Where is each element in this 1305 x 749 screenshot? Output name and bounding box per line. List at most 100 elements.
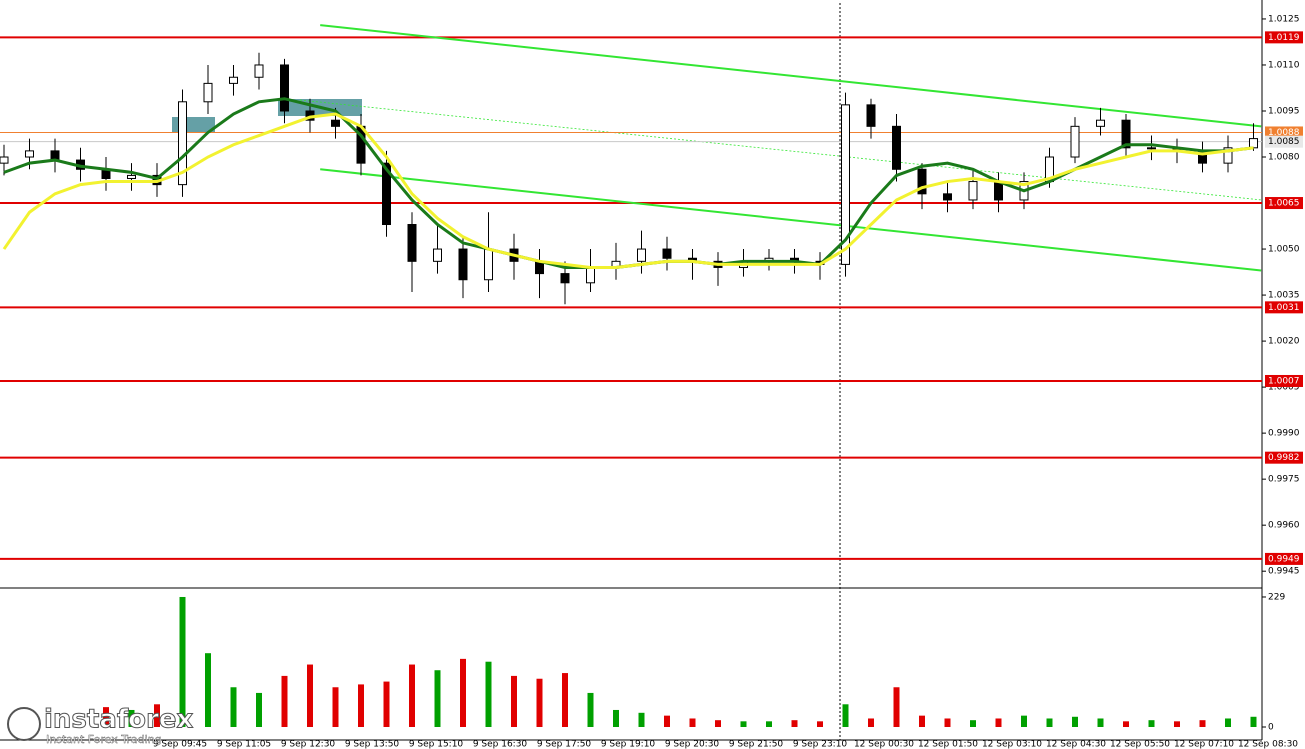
candle-body: [433, 248, 442, 262]
x-tick-label: 12 Sep 00:30: [854, 740, 914, 749]
candle-body: [1147, 147, 1156, 150]
candle-body: [1096, 119, 1105, 127]
volume-bar: [1046, 718, 1053, 727]
plot: 1.0125 1.0110 1.0095 1.0080 1.0050 1.0035 1.00…: [0, 14, 1303, 749]
level-label-box: [1265, 451, 1303, 464]
volume-bar: [1148, 720, 1155, 727]
volume-bar: [562, 673, 568, 727]
logo: instaforex Instant Forex Trading: [7, 704, 194, 746]
candle-body: [484, 248, 493, 281]
candle-body: [662, 248, 672, 259]
volume-bar: [434, 670, 441, 727]
candle-body: [407, 224, 417, 262]
volume-bar: [179, 596, 186, 727]
volume-bar: [1097, 718, 1104, 727]
candle-body: [841, 104, 850, 265]
y-tick-label: 0.9990: [1268, 429, 1300, 439]
y-tick-label: 1.0095: [1268, 106, 1300, 116]
candle-body: [25, 150, 34, 158]
volume-bar: [383, 681, 390, 727]
volume-bar: [715, 720, 721, 727]
candle-body: [382, 162, 391, 226]
volume-bar: [613, 709, 619, 727]
volume-bar: [154, 704, 160, 727]
candle-body: [1223, 147, 1233, 164]
volume-bar: [893, 687, 900, 727]
volume-bar: [587, 692, 594, 727]
channel-midline: [299, 99, 1263, 201]
y-tick-label: 1.0080: [1268, 153, 1300, 163]
level-label: 1.0031: [1268, 303, 1300, 313]
candle-body: [458, 248, 468, 281]
x-tick-label: 9 Sep 15:10: [409, 740, 464, 749]
level-label-box: [1265, 552, 1303, 565]
volume-bar: [766, 721, 772, 727]
candle-body: [968, 181, 978, 201]
volume-bar: [307, 664, 313, 727]
volume-bar: [689, 718, 696, 727]
candle-body: [127, 174, 136, 179]
candle-body: [892, 125, 901, 170]
level-label-box: [1265, 126, 1303, 139]
volume-bar: [868, 718, 874, 727]
volume-bar: [332, 687, 339, 727]
candle-body: [254, 64, 264, 78]
level-label-box: [1265, 197, 1303, 210]
candle-body: [637, 248, 646, 262]
x-tick-label: 12 Sep 01:50: [918, 740, 978, 749]
volume-bar: [944, 718, 951, 727]
logo-tagline: Instant Forex Trading: [46, 733, 162, 746]
x-tick-label: 12 Sep 04:30: [1046, 740, 1106, 749]
volume-tick-label: 229: [1268, 592, 1285, 602]
volume-bar: [205, 653, 211, 727]
logo-name: instaforex: [44, 705, 194, 735]
volume-bar: [995, 718, 1002, 727]
x-tick-label: 12 Sep 05:50: [1110, 740, 1170, 749]
level-label: 0.9982: [1268, 453, 1300, 463]
x-tick-label: 9 Sep 19:10: [601, 740, 656, 749]
volume-bar: [485, 661, 492, 727]
x-tick-label: 9 Sep 16:30: [473, 740, 528, 749]
level-label: 1.0065: [1268, 199, 1300, 209]
candle-body: [994, 181, 1003, 201]
x-tick-label: 9 Sep 13:50: [345, 740, 400, 749]
volume-bar: [128, 709, 135, 727]
volume-bar: [638, 712, 645, 727]
y-tick-label: 0.9975: [1268, 475, 1300, 485]
x-tick-label: 12 Sep 08:30: [1238, 740, 1298, 749]
volume-bar: [1199, 720, 1206, 727]
volume-bar: [511, 675, 517, 727]
y-tick-label: 1.0005: [1268, 383, 1300, 393]
volume-bar: [281, 675, 288, 727]
level-label-box: [1265, 301, 1303, 314]
x-tick-label: 9 Sep 21:50: [729, 740, 784, 749]
volume-bar: [536, 678, 543, 727]
level-label-box: [1265, 135, 1303, 148]
volume-bar: [256, 692, 262, 727]
candle-body: [331, 119, 340, 127]
level-label: 1.0007: [1268, 376, 1300, 386]
level-label-box: [1265, 31, 1303, 44]
volume-bar: [970, 720, 976, 727]
volume-bar: [817, 721, 823, 727]
level-label: 1.0088: [1268, 128, 1300, 138]
volume-bar: [230, 687, 237, 727]
volume-tick-label: 0: [1268, 722, 1274, 732]
volume-bar: [1072, 716, 1078, 727]
x-tick-label: 12 Sep 07:10: [1174, 740, 1234, 749]
y-tick-label: 1.0050: [1268, 245, 1300, 255]
y-tick-label: 1.0125: [1268, 14, 1300, 24]
candle-body: [1121, 119, 1131, 149]
y-tick-label: 0.9960: [1268, 521, 1300, 531]
x-tick-label: 12 Sep 03:10: [982, 740, 1042, 749]
candle-body: [178, 101, 187, 186]
candle-body: [203, 82, 213, 103]
volume-bar: [919, 715, 925, 727]
candle-body: [917, 168, 927, 195]
y-tick-label: 1.0020: [1268, 337, 1300, 347]
x-tick-label: 9 Sep 20:30: [665, 740, 720, 749]
volume-bar: [842, 704, 849, 727]
candle-body: [943, 193, 952, 201]
